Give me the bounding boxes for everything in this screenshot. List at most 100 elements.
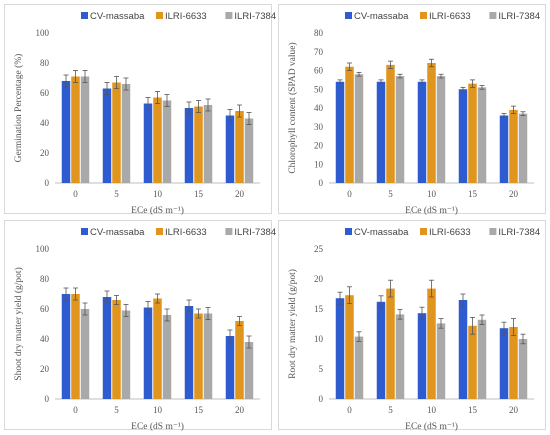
legend-swatch (156, 12, 163, 19)
bar (244, 342, 254, 399)
x-tick-label: 10 (427, 405, 437, 415)
legend-swatch (420, 228, 427, 235)
bar (153, 298, 162, 399)
shoot-yield-chart-svg: 0 20 40 60 80 100 0 5 10 15 20 ECe (dS m⁻¹) Shoot dr… (13, 227, 276, 432)
y-tick-label: 5 (319, 364, 324, 374)
bar (477, 87, 487, 183)
x-axis-label: ECe (dS m⁻¹) (405, 205, 458, 216)
x-tick-label: 15 (468, 189, 478, 199)
y-tick-label: 0 (45, 178, 50, 188)
bar (112, 300, 121, 399)
bar (143, 103, 153, 183)
y-tick-label: 80 (40, 58, 50, 68)
y-tick-label: 30 (314, 122, 324, 132)
bar (395, 314, 405, 399)
legend-label: ILRI-6633 (165, 227, 207, 238)
bar (61, 294, 71, 399)
y-tick-label: 40 (40, 334, 50, 344)
bar (436, 76, 446, 183)
legend-label: ILRI-7384 (234, 227, 276, 238)
x-tick-label: 0 (347, 405, 352, 415)
x-tick-label: 20 (235, 189, 245, 199)
bar (71, 294, 80, 399)
x-tick-label: 15 (194, 405, 204, 415)
bar (386, 64, 395, 183)
y-tick-label: 25 (314, 244, 324, 254)
bar (468, 83, 477, 183)
bar (509, 327, 518, 399)
shoot-yield-chart: 0 20 40 60 80 100 0 5 10 15 20 ECe (dS m⁻¹) Shoot dr… (4, 220, 276, 432)
bar (436, 323, 446, 399)
y-axis-label: Shoot dry matter yield (g/pot) (13, 267, 24, 380)
bar (162, 100, 172, 183)
chlorophyll-chart: 0 10 20 30 40 50 60 70 80 0 5 10 15 20 ECe (dS m⁻¹) Chl… (278, 4, 546, 216)
legend-swatch (156, 228, 163, 235)
legend-label: CV-massaba (90, 227, 145, 238)
y-tick-label: 10 (314, 334, 324, 344)
y-tick-label: 50 (314, 84, 324, 94)
bar (427, 63, 436, 183)
y-tick-label: 0 (319, 394, 324, 404)
bar (458, 89, 468, 183)
bar (102, 88, 112, 183)
legend-swatch (81, 228, 88, 235)
legend-swatch (489, 12, 497, 19)
bar (345, 66, 354, 183)
legend-swatch (225, 12, 233, 19)
bar (121, 84, 131, 183)
bar (518, 113, 528, 183)
bar (203, 313, 213, 399)
y-tick-label: 100 (36, 28, 50, 38)
y-tick-label: 80 (314, 28, 324, 38)
bar (225, 115, 235, 183)
y-axis-label: Germination Percentage (%) (13, 54, 24, 163)
bar (477, 319, 487, 399)
x-tick-label: 5 (388, 405, 393, 415)
legend-swatch (81, 12, 88, 19)
legend-label: CV-massaba (90, 11, 145, 22)
bar (518, 339, 528, 399)
y-tick-label: 20 (40, 364, 50, 374)
x-tick-label: 5 (388, 189, 393, 199)
legend-label: ILRI-7384 (234, 11, 276, 22)
bar (203, 105, 213, 183)
x-tick-label: 10 (427, 189, 437, 199)
bar (184, 108, 194, 183)
bar (225, 336, 235, 399)
bar (468, 325, 477, 399)
bar (102, 297, 112, 399)
x-tick-label: 0 (347, 189, 352, 199)
bar (194, 313, 203, 399)
bar (395, 76, 405, 183)
y-tick-label: 60 (40, 88, 50, 98)
bar (376, 301, 386, 399)
y-tick-label: 0 (319, 178, 324, 188)
bar (121, 310, 131, 399)
y-axis-label: Root dry matter yield (g/pot) (287, 269, 298, 379)
y-tick-label: 70 (314, 47, 324, 57)
x-tick-label: 20 (509, 189, 519, 199)
bar (376, 81, 386, 183)
legend-label: CV-massaba (354, 227, 409, 238)
x-axis-label: ECe (dS m⁻¹) (405, 421, 458, 432)
bar (354, 336, 364, 399)
y-tick-label: 40 (40, 118, 50, 128)
y-tick-label: 40 (314, 103, 324, 113)
y-tick-label: 80 (40, 274, 50, 284)
bar (354, 74, 364, 183)
bar (153, 97, 162, 183)
bar (80, 309, 90, 399)
bar (162, 315, 172, 399)
y-axis-label: Chlorophyll content (SPAD value) (287, 42, 298, 173)
y-tick-label: 20 (314, 141, 324, 151)
bar (417, 81, 427, 183)
bar (386, 288, 395, 399)
bar (235, 321, 244, 399)
bar (244, 118, 254, 183)
y-tick-label: 20 (40, 148, 50, 158)
legend-swatch (345, 228, 352, 235)
bar (71, 76, 80, 183)
bar (427, 288, 436, 399)
bar (335, 81, 345, 183)
legend-label: ILRI-7384 (498, 227, 540, 238)
